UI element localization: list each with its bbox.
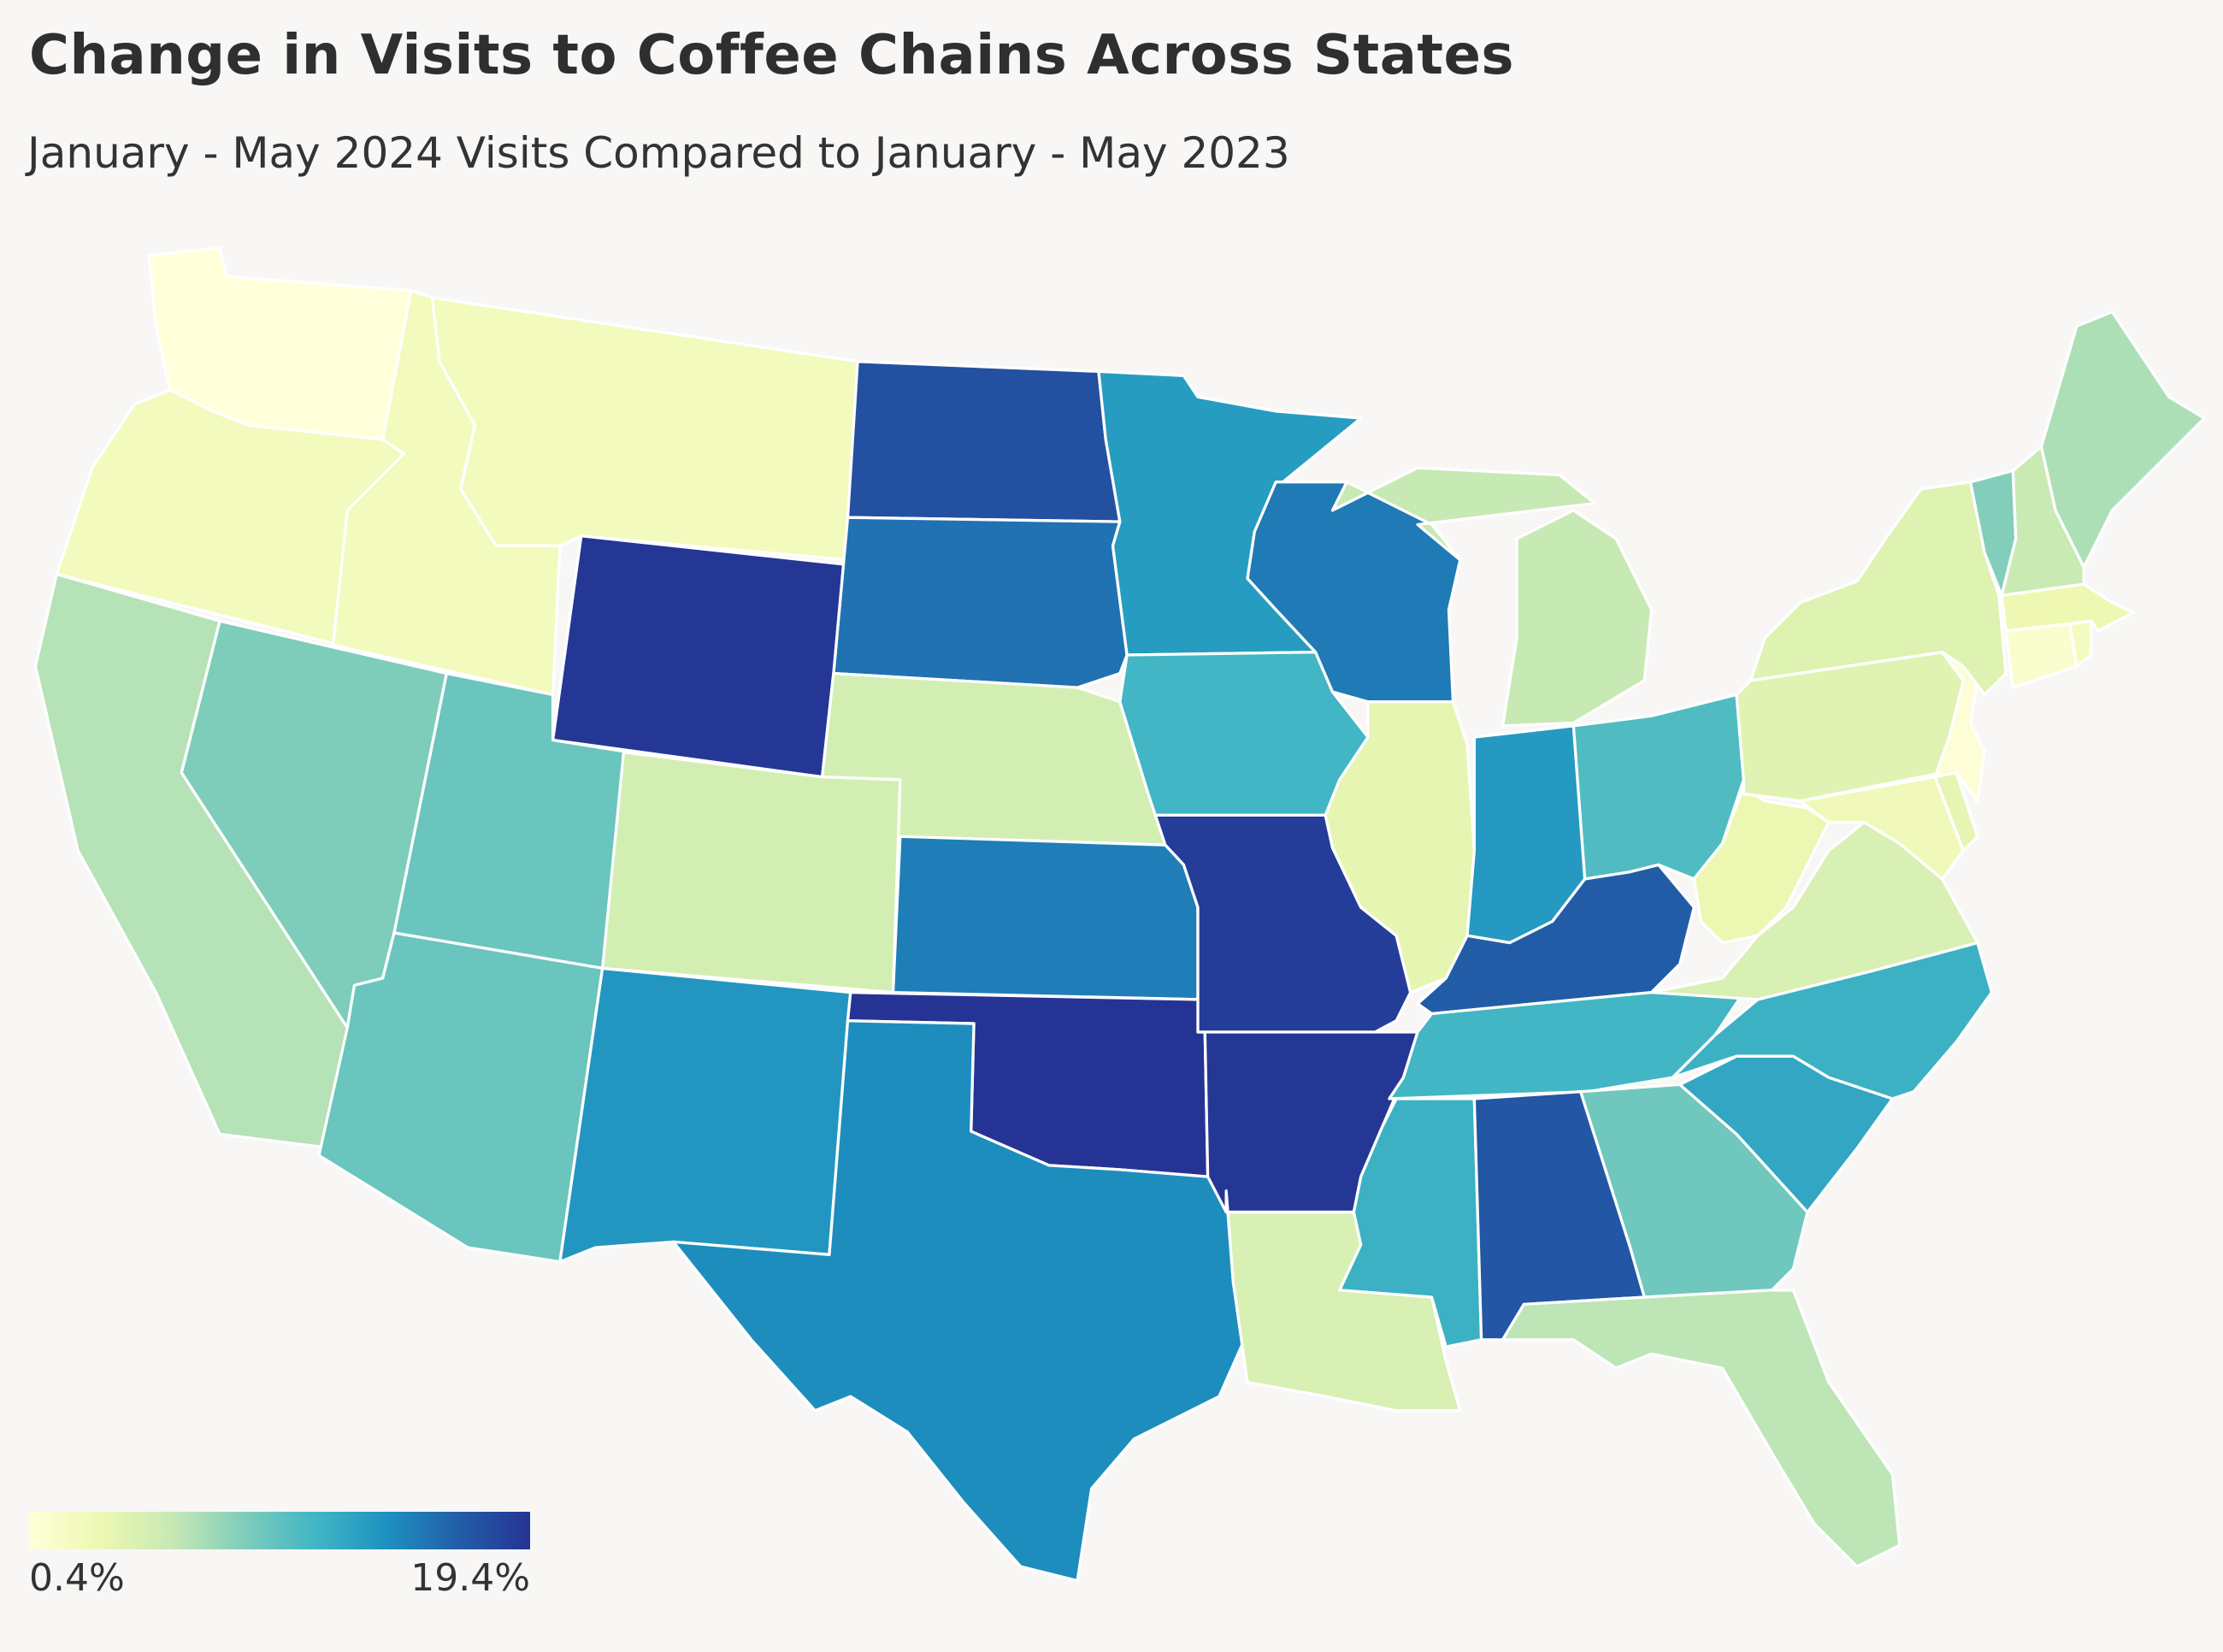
legend-min-label: 0.4%: [29, 1556, 125, 1600]
state-MI[interactable]: [1330, 466, 1654, 728]
state-CO[interactable]: [600, 750, 902, 994]
state-NY[interactable]: [1748, 481, 2008, 697]
state-MA[interactable]: [2000, 582, 2135, 633]
state-CT[interactable]: [2004, 622, 2079, 689]
state-TX[interactable]: [671, 1019, 1249, 1583]
legend-gradient-bar: [29, 1512, 530, 1549]
state-AZ[interactable]: [317, 931, 604, 1264]
state-CA[interactable]: [33, 572, 349, 1150]
state-WY[interactable]: [551, 534, 846, 779]
state-ND[interactable]: [846, 360, 1122, 523]
state-ME[interactable]: [2039, 310, 2206, 569]
state-WV[interactable]: [1692, 785, 1831, 945]
map-subtitle: January - May 2024 Visits Compared to Ja…: [27, 128, 1290, 178]
legend-max-label: 19.4%: [410, 1556, 530, 1600]
state-IL[interactable]: [1324, 700, 1476, 994]
state-FL[interactable]: [1501, 1289, 1902, 1568]
color-legend: 0.4% 19.4%: [29, 1512, 530, 1600]
state-KS[interactable]: [891, 835, 1200, 1001]
state-SD[interactable]: [832, 516, 1129, 689]
state-NM[interactable]: [558, 966, 852, 1264]
map-title: Change in Visits to Coffee Chains Across…: [29, 24, 1514, 87]
state-MT[interactable]: [431, 296, 859, 562]
